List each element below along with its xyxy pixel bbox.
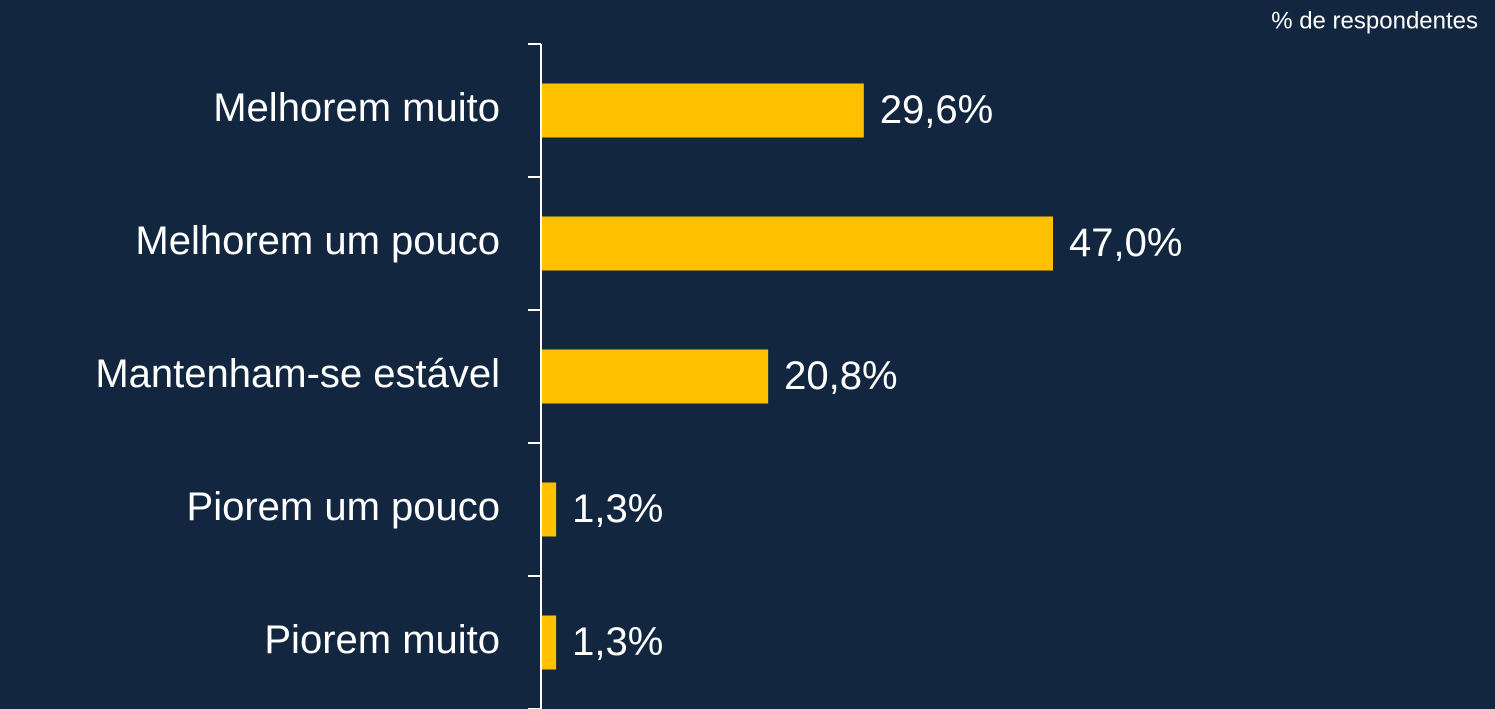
category-label: Piorem um pouco: [187, 485, 500, 529]
value-label: 47,0%: [1069, 221, 1182, 265]
bar: [542, 83, 864, 138]
bar: [542, 482, 557, 537]
value-label: 20,8%: [784, 354, 897, 398]
value-label: 1,3%: [572, 620, 663, 664]
bar: [542, 349, 769, 404]
annotation: % de respondentes: [1271, 7, 1478, 34]
bar: [542, 615, 557, 670]
value-label: 1,3%: [572, 487, 663, 531]
category-label: Melhorem muito: [213, 86, 500, 130]
bar: [542, 216, 1053, 271]
category-label: Mantenham-se estável: [95, 352, 500, 396]
category-label: Melhorem um pouco: [135, 219, 500, 263]
category-label: Piorem muito: [264, 618, 500, 662]
value-label: 29,6%: [880, 88, 993, 132]
